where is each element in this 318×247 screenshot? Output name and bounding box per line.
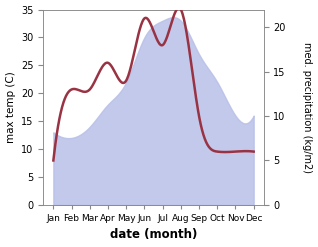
X-axis label: date (month): date (month)	[110, 228, 197, 242]
Y-axis label: med. precipitation (kg/m2): med. precipitation (kg/m2)	[302, 42, 313, 173]
Y-axis label: max temp (C): max temp (C)	[5, 71, 16, 143]
